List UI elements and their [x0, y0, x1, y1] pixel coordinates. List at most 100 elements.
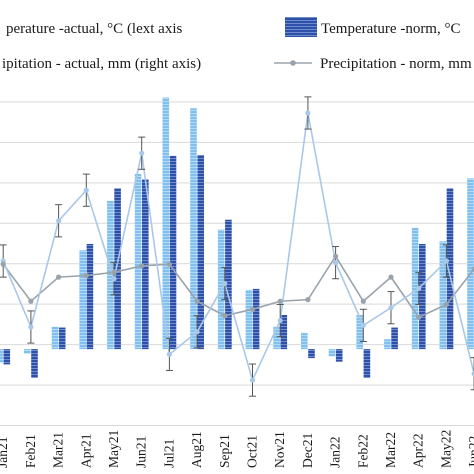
- x-tick-label: May21: [106, 430, 121, 468]
- point-precip-norm: [388, 274, 394, 280]
- x-tick-label: Sep21: [217, 434, 232, 468]
- point-precip-actual: [111, 276, 117, 282]
- gridlines: [0, 101, 474, 427]
- point-precip-actual: [139, 150, 145, 156]
- bar-temp-norm: [31, 349, 38, 378]
- x-tick-label: Jun22: [466, 436, 474, 468]
- x-tick-label: Jul21: [161, 439, 176, 468]
- line-precip-actual: [2, 112, 474, 383]
- bar-temp-norm: [252, 288, 260, 350]
- bar-temp-actual: [245, 289, 253, 350]
- legend-label-temp-norm: Temperature -norm, °C: [321, 21, 460, 37]
- bar-temp-actual: [411, 227, 419, 350]
- point-precip-norm: [0, 261, 6, 267]
- point-precip-norm: [360, 298, 366, 304]
- point-precip-actual: [388, 305, 394, 311]
- point-precip-norm: [416, 314, 422, 320]
- point-precip-norm: [28, 298, 34, 304]
- bar-temp-actual: [162, 97, 170, 350]
- bar-temp-norm: [225, 219, 232, 350]
- point-precip-actual: [360, 322, 366, 328]
- point-precip-actual: [166, 351, 172, 357]
- point-precip-norm: [277, 298, 283, 304]
- bar-temp-norm: [86, 243, 94, 350]
- x-tick-label: Nov21: [272, 431, 287, 468]
- bar-temp-actual: [107, 200, 114, 350]
- legend: perature -actual, °C (lext axis Temperat…: [0, 0, 474, 84]
- x-tick-label: Oct21: [245, 435, 260, 468]
- x-tick-label: Feb21: [23, 434, 38, 468]
- bar-temp-norm: [446, 188, 454, 350]
- point-precip-actual: [416, 285, 422, 291]
- bar-temp-actual: [51, 326, 59, 350]
- point-precip-actual: [28, 324, 34, 330]
- bar-temp-norm: [391, 327, 398, 350]
- x-tick-label: Feb22: [355, 434, 370, 468]
- bar-temp-actual: [273, 326, 280, 350]
- point-precip-actual: [249, 377, 256, 383]
- bar-temp-actual: [328, 349, 336, 357]
- bar-temp-norm: [363, 349, 371, 378]
- legend-label-precip-norm: Precipitation - norm, mm: [320, 56, 472, 72]
- x-tick-label: Apr21: [78, 434, 93, 469]
- x-tick-label: Jan21: [0, 437, 10, 469]
- point-precip-norm: [222, 313, 228, 319]
- point-precip-actual: [305, 110, 311, 116]
- legend-label-precip-actual: ipitation - actual, mm (right axis): [2, 56, 201, 72]
- bar-temp-norm: [114, 188, 121, 350]
- bar-temp-actual: [0, 349, 3, 363]
- point-precip-actual: [333, 260, 339, 266]
- bar-temp-norm: [419, 243, 426, 350]
- bar-temp-actual: [190, 108, 197, 350]
- bar-temp-actual: [439, 241, 447, 350]
- point-precip-norm: [333, 253, 339, 259]
- line-precip-norm: [2, 254, 474, 319]
- x-axis-labels: Jan21 Feb21 Mar21 Apr21 May21 Jun21 Jul21 Aug21…: [0, 430, 474, 468]
- legend-marker-precip-norm: [290, 60, 296, 66]
- point-precip-actual: [443, 258, 449, 264]
- bar-temp-norm: [169, 155, 177, 350]
- point-precip-actual: [471, 371, 474, 377]
- point-precip-actual: [222, 280, 228, 287]
- point-precip-norm: [194, 298, 200, 304]
- point-precip-actual: [194, 329, 200, 335]
- point-precip-norm: [471, 266, 474, 272]
- x-tick-label: Mar21: [51, 432, 66, 468]
- bar-temp-norm: [308, 349, 315, 359]
- bar-temp-norm: [58, 327, 66, 350]
- bar-temp-actual: [24, 349, 31, 354]
- point-precip-norm: [111, 269, 117, 275]
- x-tick-label: Jun21: [134, 436, 149, 468]
- legend-swatch-temp-norm: [285, 17, 317, 37]
- bar-temp-actual: [301, 332, 308, 350]
- bar-temp-norm: [197, 154, 204, 350]
- point-precip-actual: [56, 218, 62, 224]
- x-tick-label: Mar22: [383, 432, 398, 468]
- point-precip-norm: [166, 261, 172, 267]
- x-tick-label: Dec21: [300, 433, 315, 468]
- bar-temp-norm: [3, 349, 11, 365]
- point-precip-actual: [277, 317, 283, 324]
- point-precip-norm: [56, 274, 62, 280]
- temperature-bars: [0, 97, 474, 378]
- point-precip-norm: [443, 301, 449, 308]
- bar-temp-actual: [79, 250, 86, 350]
- bar-temp-norm: [142, 179, 149, 350]
- point-precip-norm: [83, 272, 89, 279]
- point-precip-norm: [305, 297, 311, 303]
- bar-temp-norm: [280, 314, 288, 350]
- bar-temp-actual: [384, 339, 391, 350]
- legend-label-temp-actual: perature -actual, °C (lext axis: [6, 21, 183, 37]
- bar-temp-actual: [356, 314, 363, 350]
- bar-temp-norm: [335, 349, 343, 362]
- bar-temp-actual: [134, 173, 142, 350]
- bar-temp-actual: [467, 178, 474, 350]
- point-precip-norm: [139, 263, 145, 269]
- point-precip-norm: [249, 306, 256, 312]
- legend-background: [0, 0, 474, 84]
- point-precip-actual: [83, 187, 89, 193]
- x-tick-label: Aug21: [189, 431, 204, 468]
- precipitation-lines: [0, 96, 474, 397]
- x-tick-label: May22: [438, 430, 453, 468]
